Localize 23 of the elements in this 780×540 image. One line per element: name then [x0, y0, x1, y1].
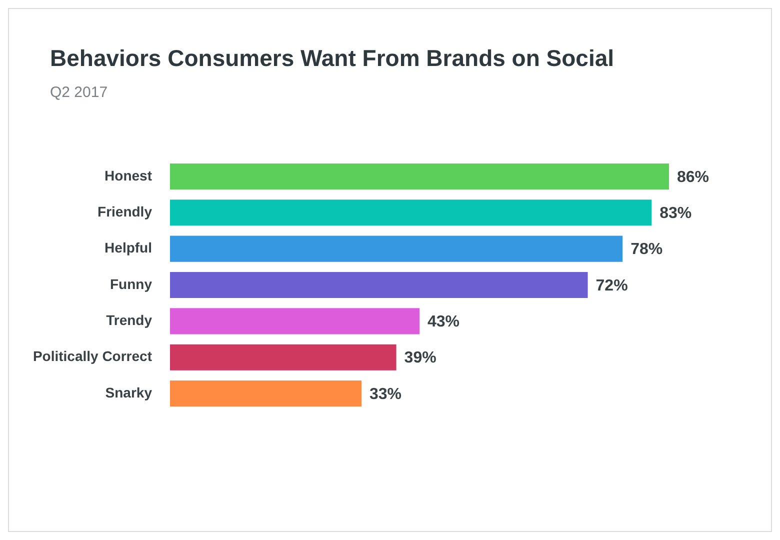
bar	[170, 236, 623, 262]
data-label: 33%	[369, 386, 402, 403]
y-tick-label: Funny	[110, 276, 152, 292]
bar	[170, 308, 420, 334]
data-label: 39%	[404, 350, 436, 367]
bar	[170, 344, 396, 370]
data-label: 72%	[596, 277, 628, 294]
bar	[170, 200, 652, 226]
y-tick-label: Snarky	[105, 384, 152, 400]
y-tick-label: Honest	[104, 167, 152, 184]
data-label: 86%	[677, 168, 710, 186]
data-label: 43%	[428, 314, 460, 331]
data-label: 83%	[660, 205, 692, 222]
y-tick-label: Politically Correct	[32, 348, 152, 364]
bar	[170, 163, 669, 190]
bar	[170, 272, 588, 298]
data-label: 78%	[630, 241, 663, 258]
chart-subtitle: Q2 2017	[50, 84, 108, 101]
y-tick-label: Trendy	[106, 312, 152, 328]
bar	[170, 380, 362, 407]
chart-title: Behaviors Consumers Want From Brands on Social	[50, 45, 614, 72]
y-tick-label: Friendly	[98, 204, 152, 220]
y-tick-label: Helpful	[104, 240, 152, 256]
